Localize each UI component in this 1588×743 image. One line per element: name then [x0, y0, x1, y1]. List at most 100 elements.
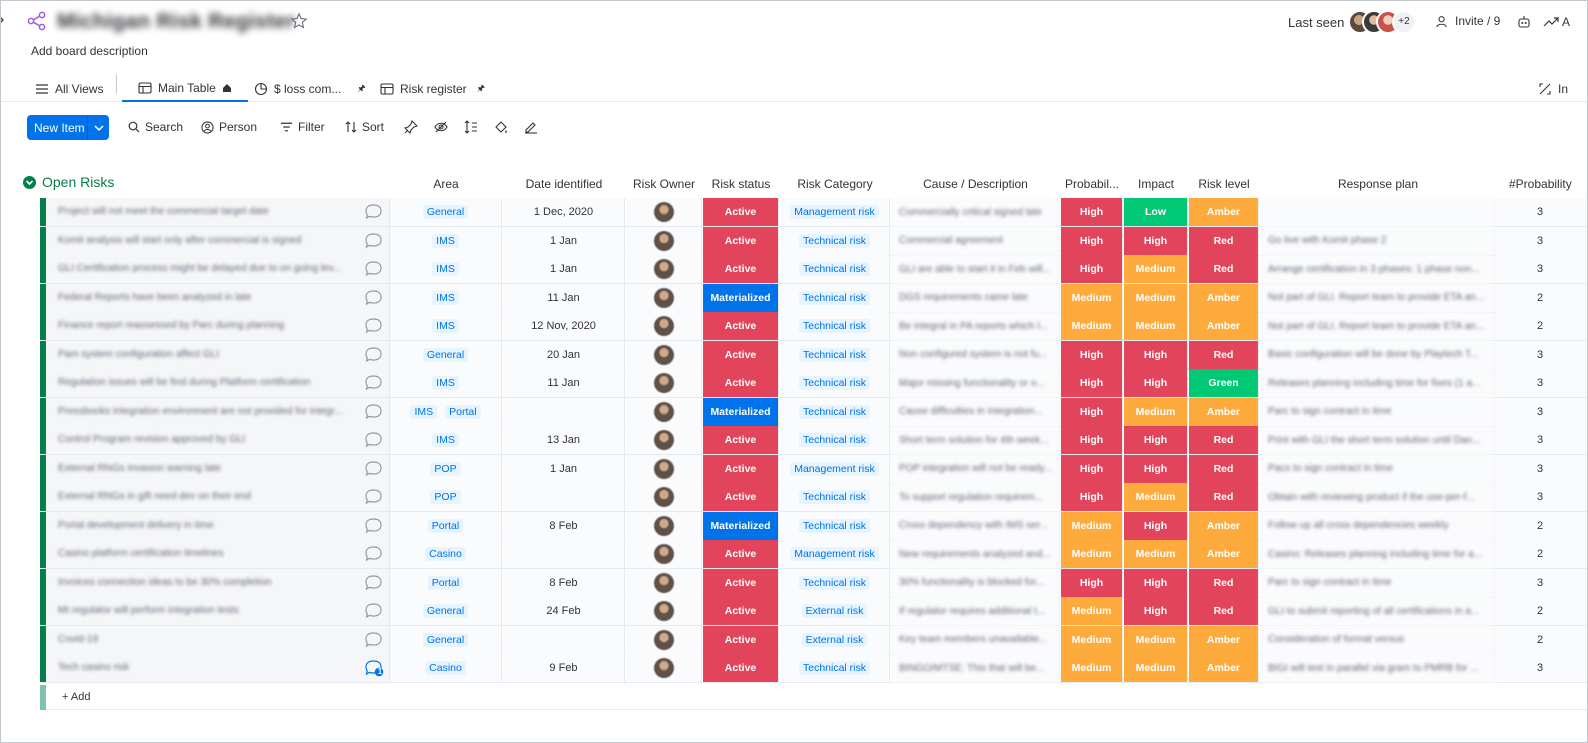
cause-cell[interactable]: POP integration will not be ready... [891, 454, 1060, 483]
cause-cell[interactable]: 30% functionality is blocked for... [891, 568, 1060, 597]
add-update-icon[interactable] [364, 545, 384, 563]
item-name-cell[interactable]: Covid-19 [46, 625, 390, 654]
column-header-area[interactable]: Area [433, 177, 459, 191]
impact-cell[interactable]: High [1124, 568, 1188, 597]
status-cell[interactable]: Active [703, 483, 779, 511]
column-header-level[interactable]: Risk level [1198, 177, 1250, 191]
cause-cell[interactable]: To support regulation requirem... [891, 483, 1060, 511]
probability-number-cell[interactable]: 2 [1497, 511, 1588, 540]
area-cell[interactable]: IMS [390, 283, 502, 312]
item-name[interactable]: External RNGs invasion warning late [58, 462, 221, 474]
probability-cell[interactable]: High [1061, 397, 1123, 426]
item-name-cell[interactable]: Finance report reassessed by Parc during… [46, 312, 390, 340]
probability-number-cell[interactable]: 3 [1497, 654, 1588, 682]
probability-number-cell[interactable]: 3 [1497, 198, 1588, 226]
risk-level-cell[interactable]: Red [1189, 597, 1259, 625]
activity-label[interactable]: A [1562, 15, 1571, 29]
column-header-probability-number[interactable]: #Probability [1509, 177, 1572, 191]
probability-number-cell[interactable]: 2 [1497, 625, 1588, 654]
area-cell[interactable]: IMS [390, 369, 502, 397]
add-update-icon[interactable] [364, 346, 384, 364]
item-name-cell[interactable]: External RNGs invasion warning late [46, 454, 390, 483]
date-cell[interactable]: 8 Feb [503, 511, 625, 540]
cause-cell[interactable]: Be integral in PA reports which I... [891, 312, 1060, 340]
date-cell[interactable]: 11 Jan [503, 283, 625, 312]
probability-number-cell[interactable]: 2 [1497, 312, 1588, 340]
area-cell[interactable]: General [390, 597, 502, 625]
impact-cell[interactable]: Medium [1124, 283, 1188, 312]
hide-icon[interactable] [434, 120, 448, 134]
area-cell[interactable]: Casino [390, 654, 502, 682]
area-cell[interactable]: General [390, 198, 502, 226]
category-cell[interactable]: Management risk [780, 198, 890, 226]
status-cell[interactable]: Active [703, 340, 779, 369]
item-name[interactable]: Project will not meet the commercial tar… [58, 206, 269, 217]
tab-main-table[interactable]: Main Table [122, 76, 248, 102]
cause-cell[interactable]: BINGO/MTSE: This that will be... [891, 654, 1060, 682]
impact-cell[interactable]: High [1124, 454, 1188, 483]
impact-cell[interactable]: Low [1124, 198, 1188, 226]
robot-icon[interactable] [1516, 14, 1532, 30]
share-board-icon[interactable] [27, 11, 47, 31]
date-cell[interactable] [503, 483, 625, 511]
collapse-arrow-icon[interactable] [0, 14, 6, 26]
response-plan-cell[interactable]: Basic configuration will be done by Play… [1260, 340, 1496, 369]
updates-count-icon[interactable]: 1 [364, 659, 384, 677]
add-update-icon[interactable] [364, 602, 384, 620]
cause-cell[interactable]: GLI are able to start it in Feb will... [891, 255, 1060, 283]
cause-cell[interactable]: Short term solution for 4th week... [891, 426, 1060, 454]
area-cell[interactable]: IMS [390, 226, 502, 255]
date-cell[interactable] [503, 397, 625, 426]
probability-number-cell[interactable]: 3 [1497, 483, 1588, 511]
column-header-cause[interactable]: Cause / Description [923, 177, 1028, 191]
category-cell[interactable]: Management risk [780, 540, 890, 568]
item-name-cell[interactable]: Control Program revision approved by GLI [46, 426, 390, 454]
owner-cell[interactable] [626, 312, 702, 340]
date-cell[interactable]: 20 Jan [503, 340, 625, 369]
item-name-cell[interactable]: Invoices connection ideas to be 30% comp… [46, 568, 390, 597]
category-cell[interactable]: Technical risk [780, 369, 890, 397]
area-cell[interactable]: POP [390, 454, 502, 483]
item-name-cell[interactable]: MI regulator will perform integration te… [46, 597, 390, 625]
owner-cell[interactable] [626, 568, 702, 597]
add-update-icon[interactable] [364, 203, 384, 221]
item-name[interactable]: Regulation issues will be find during Pl… [58, 377, 311, 388]
item-name-cell[interactable]: Pressbooks integration environment are n… [46, 397, 390, 426]
category-cell[interactable]: Technical risk [780, 654, 890, 682]
column-header-category[interactable]: Risk Category [797, 177, 873, 191]
item-name-cell[interactable]: Casino platform certification timelines [46, 540, 390, 568]
owner-cell[interactable] [626, 283, 702, 312]
item-name[interactable]: External RNGs in gift need dev on their … [58, 491, 251, 502]
category-cell[interactable]: Technical risk [780, 255, 890, 283]
owner-cell[interactable] [626, 625, 702, 654]
board-title[interactable]: Michigan Risk Register [57, 10, 295, 33]
add-update-icon[interactable] [364, 574, 384, 592]
tab-risk-register[interactable]: Risk register 🖈 [380, 76, 485, 102]
status-cell[interactable]: Active [703, 198, 779, 226]
status-cell[interactable]: Active [703, 369, 779, 397]
owner-cell[interactable] [626, 483, 702, 511]
person-filter-button[interactable]: Person [201, 120, 257, 134]
response-plan-cell[interactable]: Print with GLI the short term solution u… [1260, 426, 1496, 454]
owner-cell[interactable] [626, 255, 702, 283]
item-name[interactable]: Pam system configuration affect GLI [58, 348, 220, 360]
category-cell[interactable]: External risk [780, 625, 890, 654]
probability-cell[interactable]: Medium [1061, 654, 1123, 682]
item-name[interactable]: MI regulator will perform integration te… [58, 605, 239, 616]
response-plan-cell[interactable]: GLI to submit reporting of all certifica… [1260, 597, 1496, 625]
category-cell[interactable]: Technical risk [780, 483, 890, 511]
cause-cell[interactable]: DGS requirements came late [891, 283, 1060, 312]
risk-level-cell[interactable]: Amber [1189, 654, 1259, 682]
risk-level-cell[interactable]: Amber [1189, 397, 1259, 426]
status-cell[interactable]: Active [703, 312, 779, 340]
category-cell[interactable]: Technical risk [780, 511, 890, 540]
cause-cell[interactable]: New requirements analyzed and... [891, 540, 1060, 568]
item-name[interactable]: Federal Reports have been analyzed in la… [58, 291, 252, 303]
impact-cell[interactable]: Medium [1124, 312, 1188, 340]
cause-cell[interactable]: Commercial agreement [891, 226, 1060, 255]
response-plan-cell[interactable]: Not part of GLI. Report team to provide … [1260, 283, 1496, 312]
risk-level-cell[interactable]: Red [1189, 568, 1259, 597]
category-cell[interactable]: Technical risk [780, 283, 890, 312]
category-cell[interactable]: Technical risk [780, 426, 890, 454]
probability-cell[interactable]: High [1061, 454, 1123, 483]
